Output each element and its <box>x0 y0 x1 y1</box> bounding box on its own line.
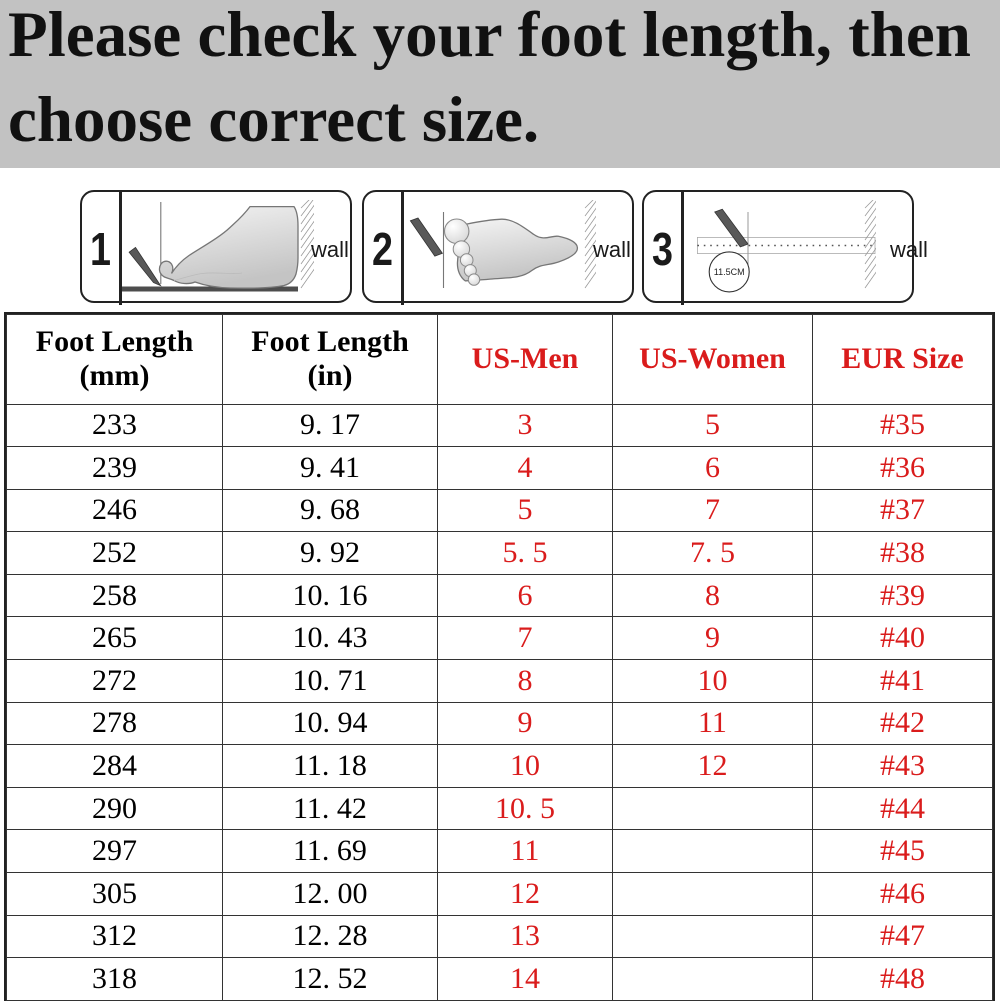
svg-text:11.5CM: 11.5CM <box>714 267 745 277</box>
